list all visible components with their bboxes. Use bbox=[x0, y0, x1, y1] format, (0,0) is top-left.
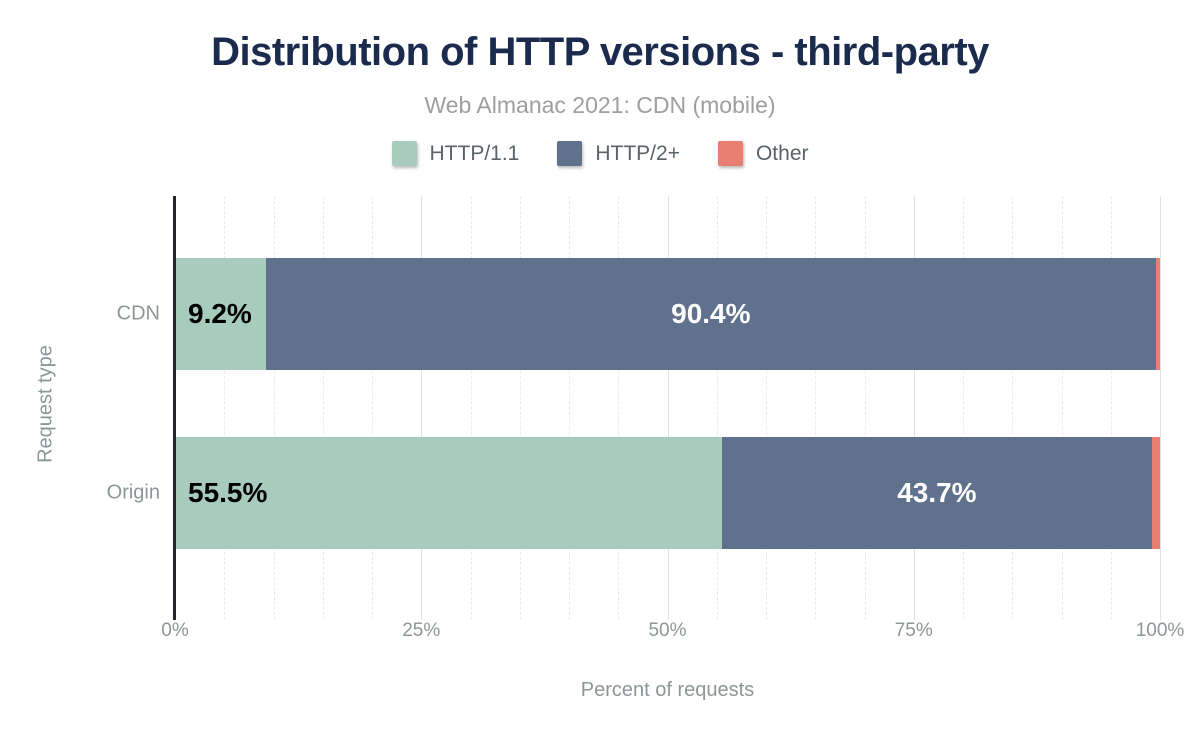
bar-cdn: 9.2% 90.4% bbox=[175, 258, 1160, 370]
x-tick-label: 75% bbox=[894, 620, 933, 641]
gridline bbox=[913, 196, 915, 620]
bar-segment-other bbox=[1156, 258, 1160, 370]
gridline bbox=[1160, 196, 1161, 620]
legend-item-http-1-1: HTTP/1.1 bbox=[391, 141, 520, 166]
bar-segment-http-1-1: 55.5% bbox=[175, 437, 722, 549]
gridline bbox=[864, 196, 866, 620]
legend-swatch-icon bbox=[717, 141, 743, 166]
y-axis-category-labels: CDN Origin bbox=[0, 196, 160, 612]
legend-label: HTTP/1.1 bbox=[429, 141, 520, 165]
legend-label: HTTP/2+ bbox=[595, 141, 680, 165]
plot-area: 9.2% 90.4% 55.5% 43.7% bbox=[173, 196, 1161, 620]
gridline bbox=[569, 196, 570, 620]
legend-swatch-icon bbox=[391, 141, 417, 166]
bar-value-label: 90.4% bbox=[671, 298, 751, 329]
y-category-label: Origin bbox=[106, 481, 160, 504]
gridline bbox=[815, 196, 817, 620]
y-axis-line bbox=[173, 196, 176, 620]
gridline bbox=[1012, 196, 1014, 620]
x-axis-title: Percent of requests bbox=[580, 679, 755, 701]
gridline bbox=[372, 196, 373, 620]
legend-swatch-icon bbox=[557, 141, 583, 166]
gridline bbox=[519, 196, 521, 620]
gridline bbox=[766, 196, 767, 620]
bar-value-label: 43.7% bbox=[897, 477, 977, 508]
gridline bbox=[322, 196, 324, 620]
chart-title: Distribution of HTTP versions - third-pa… bbox=[211, 30, 989, 74]
y-category-label: CDN bbox=[116, 302, 160, 325]
x-axis-ticks: 0% 25% 50% 75% 100% bbox=[161, 620, 1184, 646]
gridline bbox=[421, 196, 423, 620]
legend-label: Other bbox=[755, 141, 809, 165]
bar-value-label: 9.2% bbox=[188, 298, 252, 329]
gridline bbox=[716, 196, 718, 620]
gridline bbox=[1061, 196, 1063, 620]
gridline bbox=[667, 196, 669, 620]
gridline bbox=[618, 196, 620, 620]
bar-value-label: 55.5% bbox=[188, 477, 268, 508]
chart-subtitle: Web Almanac 2021: CDN (mobile) bbox=[424, 92, 776, 118]
x-tick-label: 100% bbox=[1135, 620, 1185, 641]
bar-origin: 55.5% 43.7% bbox=[175, 437, 1160, 549]
legend-item-other: Other bbox=[717, 141, 809, 166]
bar-segment-other bbox=[1152, 437, 1160, 549]
bar-segment-http-1-1: 9.2% bbox=[175, 258, 266, 370]
x-tick-label: 50% bbox=[648, 620, 687, 641]
bar-segment-http-2: 43.7% bbox=[721, 437, 1153, 549]
x-tick-label: 0% bbox=[161, 620, 189, 641]
legend: HTTP/1.1 HTTP/2+ Other bbox=[0, 141, 1200, 166]
gridline bbox=[963, 196, 964, 620]
gridline bbox=[273, 196, 275, 620]
gridline bbox=[470, 196, 472, 620]
legend-item-http-2: HTTP/2+ bbox=[557, 141, 680, 166]
x-tick-label: 25% bbox=[402, 620, 441, 641]
bar-segment-http-2: 90.4% bbox=[265, 258, 1157, 370]
gridline bbox=[224, 196, 226, 620]
gridline bbox=[1110, 196, 1112, 620]
